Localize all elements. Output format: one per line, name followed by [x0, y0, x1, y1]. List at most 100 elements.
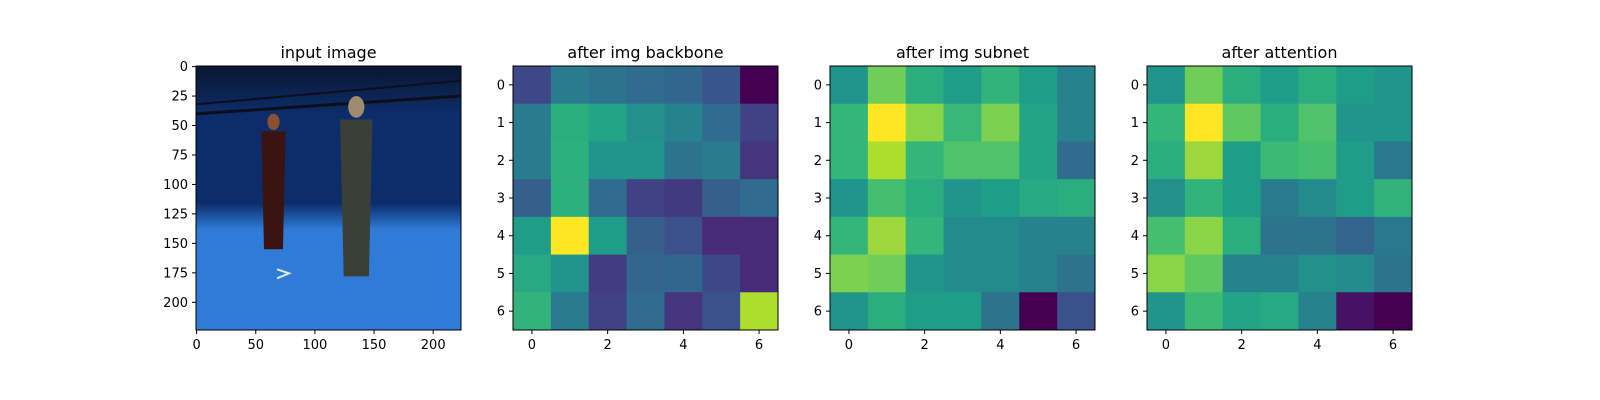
heatmap-cell — [867, 292, 907, 331]
heatmap-cell — [1057, 216, 1096, 256]
y-tick-label: 2 — [497, 154, 505, 169]
heatmap-cell — [1147, 66, 1186, 105]
y-tick-label: 1 — [497, 116, 505, 131]
heatmap-cell — [626, 141, 665, 180]
y-tick-label: 5 — [814, 267, 822, 282]
y-tick-label: 2 — [1131, 154, 1139, 169]
heatmap-cell — [1336, 103, 1375, 142]
heatmap-cell — [626, 254, 665, 293]
heatmap-cell — [1147, 292, 1186, 331]
heatmap-cell — [664, 66, 703, 105]
heatmap-cell — [905, 216, 945, 256]
heatmap-cell — [1222, 103, 1262, 142]
person-head — [348, 96, 365, 118]
heatmap-cell — [1147, 141, 1186, 180]
heatmap-cell — [702, 66, 741, 105]
heatmap-cell — [588, 66, 628, 105]
heatmap-cell — [702, 103, 741, 142]
heatmap-cell — [1336, 254, 1375, 293]
heatmap-cell — [550, 103, 590, 142]
heatmap-cell — [626, 292, 665, 331]
heatmap-cell — [702, 254, 741, 293]
heatmap-cell — [740, 179, 779, 218]
heatmap-cell — [905, 103, 945, 142]
heatmap-cell — [513, 292, 552, 331]
heatmap-cell — [740, 292, 779, 331]
heatmap-cell — [550, 254, 590, 293]
heatmap-cell — [626, 179, 665, 218]
heatmap-cell — [513, 254, 552, 293]
y-tick-label: 200 — [163, 296, 188, 311]
y-tick-label: 6 — [1131, 305, 1139, 320]
y-tick-label: 100 — [163, 178, 188, 193]
heatmap-cell — [943, 254, 982, 293]
heatmap-cell — [905, 179, 945, 218]
heatmap-cell — [740, 254, 779, 293]
heatmap-cell — [1260, 292, 1299, 331]
heatmap-cell — [702, 141, 741, 180]
heatmap-cell — [1147, 216, 1186, 256]
y-tick-label: 1 — [814, 116, 822, 131]
heatmap-cell — [943, 66, 982, 105]
heatmap-cell — [1057, 179, 1096, 218]
heatmap-cell — [1336, 216, 1375, 256]
heatmap-cell — [588, 216, 628, 256]
heatmap-cell — [513, 216, 552, 256]
heatmap-cell — [702, 292, 741, 331]
y-tick-label: 25 — [171, 90, 188, 105]
heatmap-cell — [943, 216, 982, 256]
x-tick-label: 2 — [921, 338, 929, 353]
heatmap-cell — [1147, 179, 1186, 218]
x-tick-label: 4 — [996, 338, 1004, 353]
heatmap-cell — [664, 179, 703, 218]
person-head — [267, 113, 280, 130]
y-tick-label: 75 — [171, 148, 188, 163]
heatmap-cell — [830, 216, 869, 256]
heatmap-cell — [1222, 141, 1262, 180]
heatmap-cell — [588, 292, 628, 331]
x-tick-label: 6 — [1389, 338, 1397, 353]
heatmap-cell — [1374, 141, 1413, 180]
heatmap-cell — [1057, 103, 1096, 142]
axes-frame — [195, 65, 462, 331]
heatmap-cell — [1298, 66, 1337, 105]
x-tick-label: 2 — [1238, 338, 1246, 353]
heatmap-cell — [1222, 254, 1262, 293]
heatmap-cell — [1019, 179, 1058, 218]
heatmap-cell — [1298, 179, 1337, 218]
heatmap-cell — [664, 216, 703, 256]
heatmap-cell — [981, 141, 1020, 180]
panel-1: 0 2 4 6 0 1 2 3 4 5 6 after img backbone — [497, 43, 779, 353]
heatmap-cell — [867, 103, 907, 142]
heatmap-cell — [1222, 66, 1262, 105]
heatmap-cell — [1298, 103, 1337, 142]
heatmap-cell — [830, 103, 869, 142]
heatmap-cell — [943, 292, 982, 331]
y-tick-label: 1 — [1131, 116, 1139, 131]
panel-3: 0 2 4 6 0 1 2 3 4 5 6 after attention — [1131, 43, 1413, 353]
heatmap-cell — [550, 216, 590, 256]
heatmap-cell — [867, 216, 907, 256]
y-tick-label: 175 — [163, 266, 188, 281]
y-tick-label: 5 — [1131, 267, 1139, 282]
heatmap-cell — [1298, 216, 1337, 256]
heatmap-cell — [981, 103, 1020, 142]
heatmap-cell — [830, 254, 869, 293]
y-tick-label: 4 — [814, 229, 822, 244]
y-tick-label: 5 — [497, 267, 505, 282]
heatmap-cell — [943, 141, 982, 180]
heatmap-cell — [740, 103, 779, 142]
y-tick-label: 3 — [1131, 192, 1139, 207]
y-tick-label: 6 — [814, 305, 822, 320]
camera-rig — [196, 79, 461, 106]
heatmap-cell — [981, 66, 1020, 105]
heatmap-cell — [981, 254, 1020, 293]
heatmap-cell — [1260, 141, 1299, 180]
heatmap-cell — [1336, 66, 1375, 105]
heatmap-cell — [513, 141, 552, 180]
x-tick-label: 4 — [679, 338, 687, 353]
y-tick-label: 0 — [1131, 78, 1139, 93]
heatmap-cell — [905, 66, 945, 105]
heatmap-cell — [1057, 66, 1096, 105]
